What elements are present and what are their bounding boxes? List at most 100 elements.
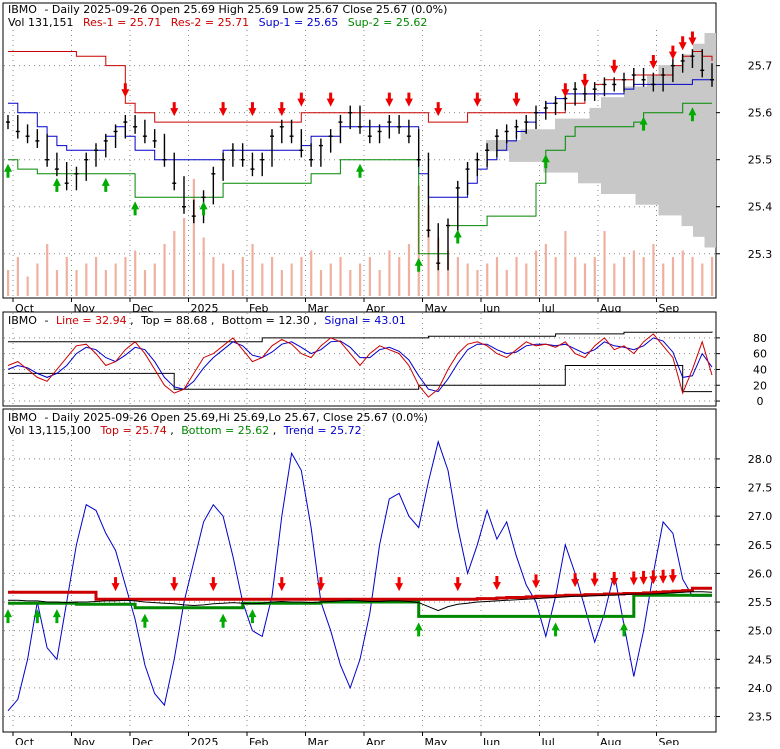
trend-sell-arrow-icon — [492, 576, 501, 591]
volume-profile-bar — [681, 214, 716, 227]
volume-bar — [691, 257, 694, 296]
trend-buy-arrow-icon — [414, 622, 423, 637]
support-line — [8, 102, 712, 255]
trend-buy-arrow-icon — [620, 622, 628, 637]
volume-bar — [642, 257, 645, 296]
price-header-desc: - Daily 2025-09-26 Open 25.69 High 25.69… — [44, 3, 447, 16]
trend-sell-arrow-icon — [659, 569, 668, 584]
trend-tick-label: 24.0 — [748, 682, 773, 695]
volume-bar — [319, 270, 323, 296]
trend-line — [7, 439, 712, 712]
buy-arrow-icon — [199, 201, 208, 216]
trend-tick-label: 26.0 — [748, 567, 773, 580]
volume-bar — [85, 263, 88, 296]
trend-x-tick-label: Apr — [366, 736, 386, 745]
volume-bar — [525, 263, 528, 296]
trend-sell-arrow-icon — [668, 569, 677, 584]
volume-profile — [486, 33, 716, 248]
stochastic-header-signal: Signal = 43.01 — [324, 314, 406, 327]
trend-sell-arrow-icon — [649, 570, 658, 585]
sell-arrow-icon — [170, 102, 179, 117]
stochastic-header-bottom: Bottom = 12.30 — [222, 314, 310, 327]
trend-sell-arrow-icon — [111, 577, 120, 592]
stochastic-y-ticks: 80 60 40 20 0 — [716, 332, 767, 408]
volume-bar — [593, 257, 596, 296]
volume-bar — [300, 257, 303, 296]
volume-profile-bar — [704, 236, 716, 248]
volume-bar — [427, 205, 430, 296]
trend-tick-label: 27.0 — [748, 510, 773, 523]
volume-bar — [583, 263, 587, 296]
sell-arrow-icon — [668, 45, 677, 60]
trend-sell-arrow-icon — [209, 577, 218, 592]
trend-buy-arrow-icon — [551, 622, 560, 637]
volume-bar — [261, 263, 264, 296]
trend-x-tick-label: Jun — [482, 736, 500, 745]
volume-bar — [192, 179, 195, 296]
price-panel: 25.725.625.525.425.3 Oct Nov Dec 2025 Feb Mar… — [2, 2, 773, 315]
volume-bar — [632, 250, 635, 296]
volume-bar — [163, 244, 166, 296]
volume-bar — [124, 257, 127, 296]
volume-bar — [290, 263, 293, 296]
trend-buy-arrow-icon — [33, 609, 42, 624]
trend-tick-label: 25.5 — [748, 596, 773, 609]
volume-bar — [574, 257, 577, 296]
trend-header-top: Top = 25.74 — [99, 424, 166, 437]
volume-profile-bar — [601, 97, 716, 109]
buy-arrow-icon — [101, 177, 110, 192]
sell-arrow-icon — [649, 55, 658, 70]
trend-arrows — [4, 569, 677, 637]
trend-sell-arrow-icon — [639, 570, 648, 585]
stochastic-main-line — [7, 333, 713, 398]
stochastic-tick-label: 20 — [753, 379, 767, 392]
price-header-symbol: IBMO — [8, 3, 37, 16]
volume-profile-bar — [509, 150, 716, 162]
trend-buy-arrow-icon — [219, 613, 228, 628]
stochastic-panel: 80 60 40 20 0 IBMO - Line = 32.94 , Top = 88… — [2, 311, 767, 408]
trend-top-line — [8, 586, 712, 601]
buy-arrow-icon — [131, 201, 140, 216]
volume-bar — [202, 237, 205, 296]
trend-sell-arrow-icon — [629, 571, 638, 586]
stochastic-header-sep: - — [44, 314, 48, 327]
trend-header-vol: Vol 13,115,100 — [8, 424, 91, 437]
trend-x-tick-label: Oct — [15, 736, 35, 745]
stochastic-tick-label: 60 — [753, 348, 767, 361]
volume-bar — [251, 244, 254, 296]
volume-profile-bar — [578, 172, 716, 184]
volume-bar — [603, 231, 606, 296]
trend-panel-frame — [2, 408, 717, 733]
price-lines — [6, 49, 714, 271]
sell-arrow-icon — [473, 92, 482, 107]
price-tick-label: 25.7 — [748, 60, 773, 73]
volume-bar — [349, 270, 352, 296]
volume-bar — [681, 250, 684, 296]
volume-profile-bar — [681, 54, 716, 66]
volume-bar — [359, 263, 362, 296]
volume-bar — [447, 250, 450, 296]
volume-profile-bar — [647, 75, 716, 87]
volume-bar — [456, 257, 459, 296]
volume-profile-bar — [693, 225, 716, 237]
trend-header-trend: Trend = 25.72 — [283, 424, 362, 437]
sell-arrow-icon — [248, 102, 257, 117]
trend-sell-arrow-icon — [590, 572, 599, 587]
stochastic-header-symbol: IBMO — [8, 314, 37, 327]
volume-bar — [36, 263, 39, 296]
buy-arrow-icon — [639, 116, 648, 131]
volume-bar — [671, 257, 675, 296]
trend-sell-arrow-icon — [316, 577, 325, 592]
price-tick-label: 25.6 — [748, 107, 773, 120]
trend-sell-arrow-icon — [453, 577, 462, 592]
sell-arrow-icon — [326, 92, 335, 107]
signal-arrows — [4, 31, 697, 272]
price-tick-label: 25.4 — [748, 201, 773, 214]
stochastic-header: IBMO - Line = 32.94 , Top = 88.68 , Bott… — [8, 314, 406, 327]
price-header-res2: Res-2 = 25.71 — [171, 16, 249, 29]
volume-bar — [280, 270, 283, 296]
trend-x-tick-label: Feb — [249, 736, 268, 745]
stochastic-header-top: Top = 88.68 — [140, 314, 207, 327]
volume-bar — [535, 250, 538, 296]
volume-bar — [143, 270, 147, 296]
